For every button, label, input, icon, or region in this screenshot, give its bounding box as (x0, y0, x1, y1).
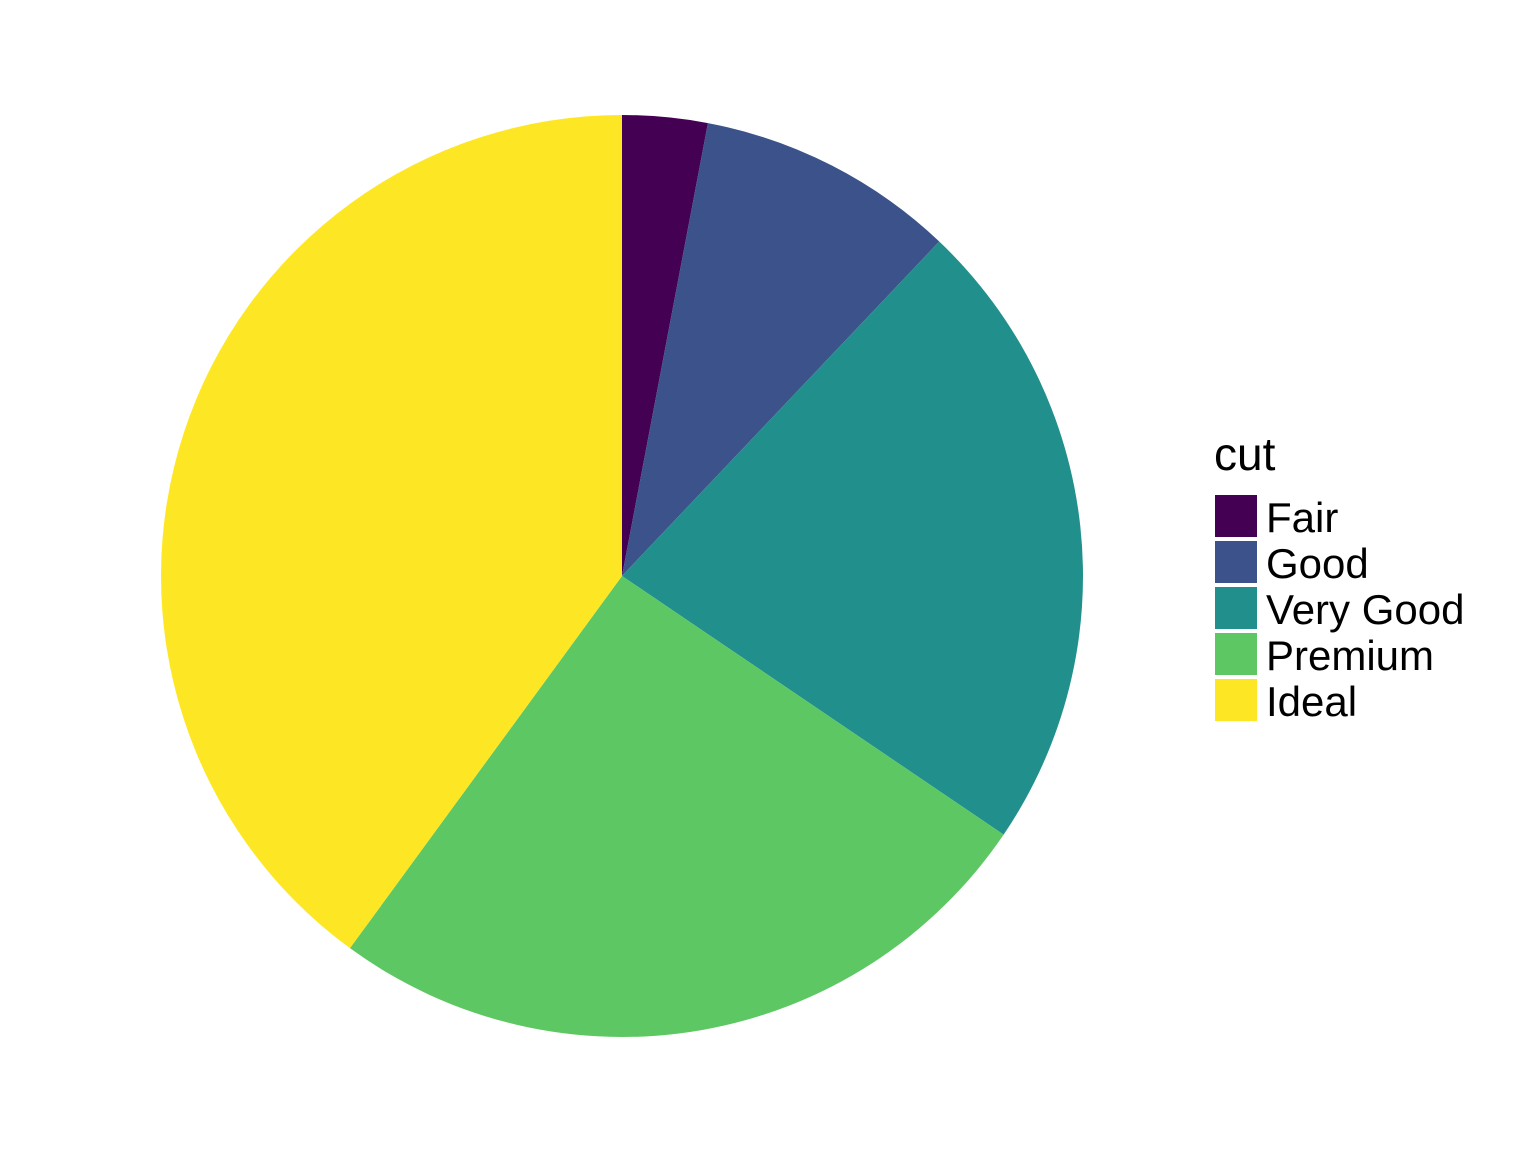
legend-label-ideal: Ideal (1266, 678, 1357, 725)
pie-slice-very-good (622, 241, 1083, 835)
legend-label-fair: Fair (1266, 494, 1338, 541)
legend-swatch-fair (1213, 493, 1259, 539)
legend-title: cut (1214, 428, 1276, 480)
legend-swatch-ideal (1213, 677, 1259, 723)
legend-label-premium: Premium (1266, 632, 1434, 679)
pie-slice-premium (349, 576, 1004, 1038)
legend-label-very-good: Very Good (1266, 586, 1464, 633)
legend-swatch-good (1213, 539, 1259, 585)
legend-swatch-very-good (1213, 585, 1259, 631)
legend-swatch-premium (1213, 631, 1259, 677)
pie-slice-fair (622, 115, 708, 576)
pie-slices (160, 115, 1083, 1038)
pie-slice-good (622, 123, 940, 576)
pie-slice-ideal (160, 115, 622, 949)
legend-label-good: Good (1266, 540, 1369, 587)
